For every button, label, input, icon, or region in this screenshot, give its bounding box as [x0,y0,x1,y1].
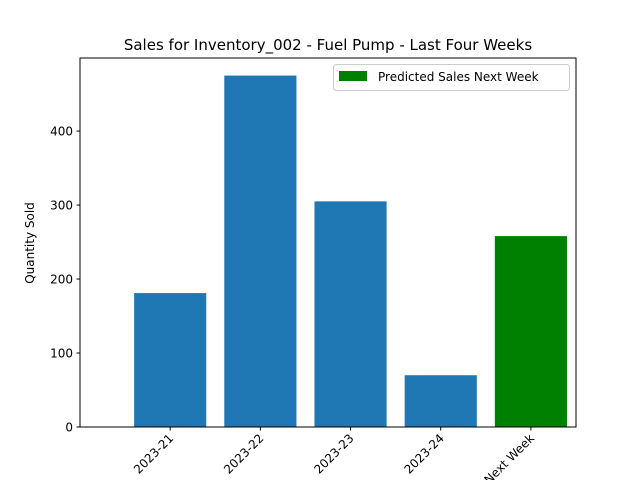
x-tick-label: 2023-24 [401,431,446,476]
x-tick-label: 2023-23 [311,431,356,476]
legend-box [333,64,570,91]
bars-group [134,75,567,427]
x-tick-label: Next Week [481,431,537,480]
x-axis-ticks: 2023-21 2023-22 2023-23 2023-24 Next Week [131,427,537,480]
legend-label-predicted: Predicted Sales Next Week [378,70,539,84]
bar-next-week [494,236,567,427]
y-tick-label: 0 [65,421,73,435]
y-axis-ticks: 0 100 200 300 400 [50,125,80,435]
chart-title: Sales for Inventory_002 - Fuel Pump - La… [124,36,532,55]
legend: Predicted Sales Next Week [333,64,570,91]
bar-2023-21 [134,293,207,427]
legend-swatch-predicted [339,71,367,81]
y-tick-label: 100 [50,347,73,361]
bar-2023-23 [314,201,387,427]
plot-area-frame [79,57,577,428]
bar-2023-22 [224,75,297,427]
y-tick-label: 400 [50,125,73,139]
y-axis-label: Quantity Sold [23,202,37,284]
y-tick-label: 300 [50,199,73,213]
y-tick-label: 200 [50,273,73,287]
x-tick-label: 2023-22 [221,431,266,476]
bar-2023-24 [404,375,477,427]
x-tick-label: 2023-21 [131,431,176,476]
